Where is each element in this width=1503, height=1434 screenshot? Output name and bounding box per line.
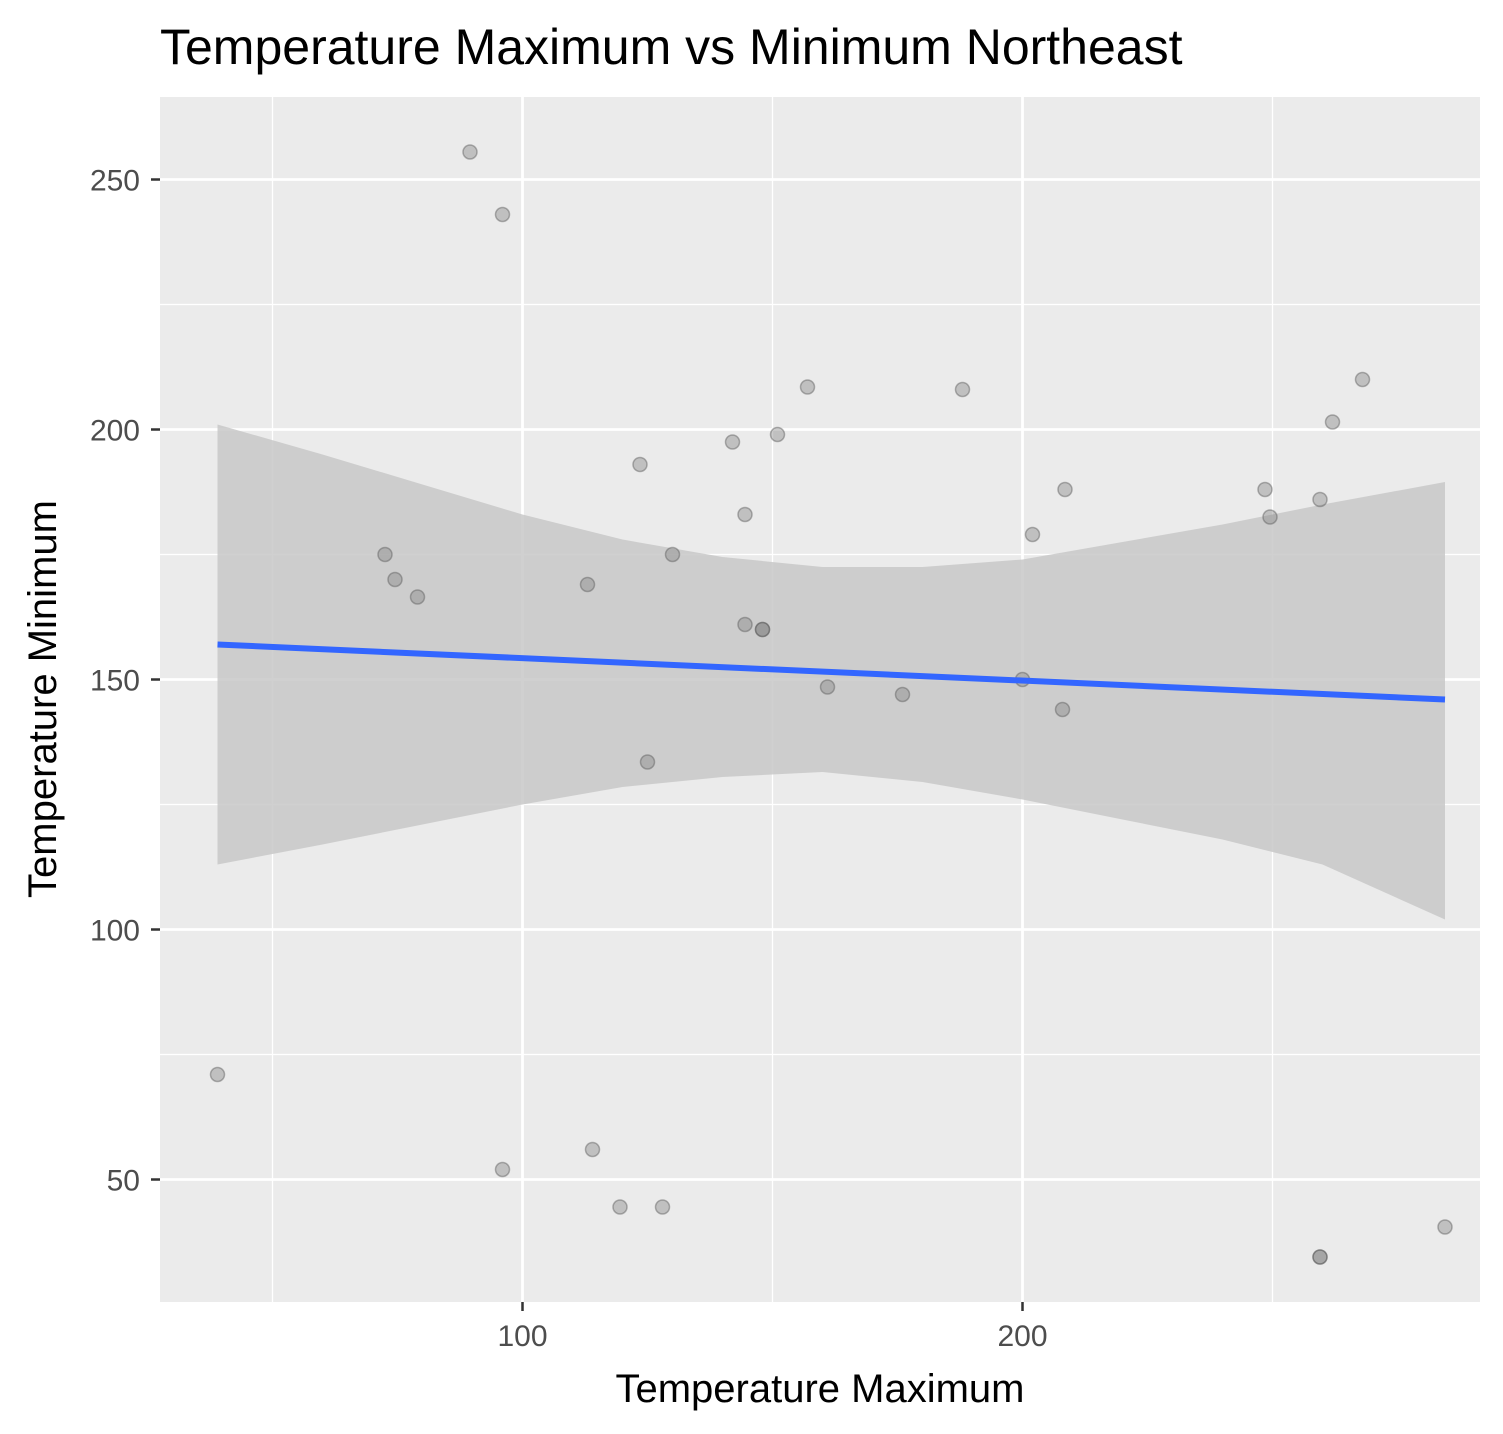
regression-line [217, 641, 1446, 703]
data-point [737, 506, 753, 523]
data-point [579, 576, 596, 593]
data-point [799, 379, 816, 395]
data-point [639, 754, 656, 770]
data-points-layer [209, 144, 1453, 1265]
data-point [894, 686, 911, 703]
data-point [584, 1141, 601, 1158]
y-axis-title: Temperature Minimum [21, 500, 65, 898]
data-point [1312, 491, 1328, 508]
data-point [1354, 371, 1371, 388]
x-tick-label: 200 [997, 1320, 1047, 1353]
data-point [1437, 1219, 1453, 1235]
regression-line-layer [217, 641, 1446, 703]
data-point [612, 1199, 628, 1215]
x-axis-title: Temperature Maximum [615, 1367, 1024, 1411]
data-point [1054, 701, 1071, 718]
y-tick-label: 200 [90, 415, 140, 448]
data-point [1324, 414, 1341, 430]
data-point [494, 206, 511, 223]
data-point [654, 1199, 671, 1215]
y-tick-label: 150 [90, 665, 140, 698]
data-point [209, 1066, 226, 1083]
data-point [954, 381, 971, 398]
data-point [632, 456, 648, 473]
data-point [819, 679, 836, 695]
data-point [1257, 481, 1273, 498]
data-point [724, 434, 741, 450]
data-point [494, 1161, 511, 1178]
x-tick-label: 100 [497, 1320, 547, 1353]
chart-title: Temperature Maximum vs Minimum Northeast [160, 19, 1183, 75]
data-point [664, 546, 681, 563]
y-tick-label: 250 [90, 165, 140, 198]
data-point [462, 144, 478, 160]
data-point [377, 546, 393, 563]
data-point [409, 589, 426, 605]
y-tick-label: 50 [107, 1165, 140, 1198]
data-point [1057, 481, 1073, 498]
data-point [737, 616, 753, 633]
data-point [1262, 509, 1278, 525]
x-axis: 100 200 [497, 1302, 1048, 1353]
y-axis: 50 100 150 200 250 [90, 165, 160, 1198]
data-point [769, 426, 786, 443]
data-point [1312, 1249, 1328, 1265]
data-point [754, 621, 771, 638]
data-point [387, 571, 403, 588]
data-point [754, 621, 771, 638]
data-point [1312, 1249, 1328, 1265]
y-tick-label: 100 [90, 915, 140, 948]
data-point [1024, 526, 1041, 543]
